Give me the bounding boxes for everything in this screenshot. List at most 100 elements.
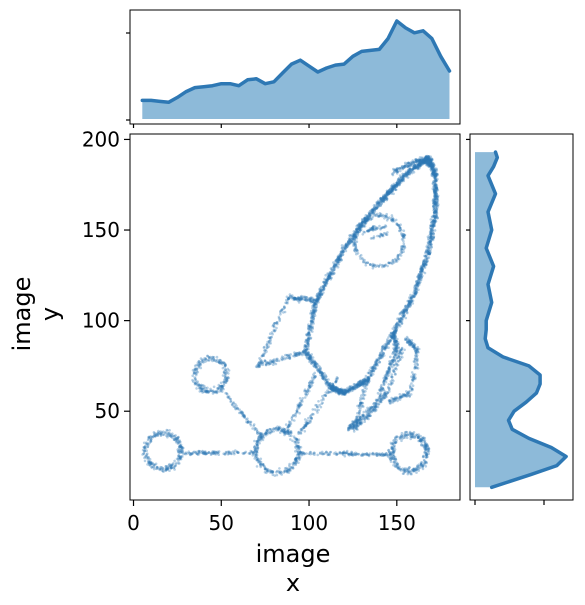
scatter-point — [169, 465, 173, 468]
scatter-point — [216, 390, 219, 394]
scatter-point — [236, 451, 240, 455]
scatter-point — [176, 442, 180, 445]
scatter-point — [259, 434, 263, 437]
scatter-point — [288, 462, 291, 466]
scatter-point — [304, 345, 308, 348]
scatter-point — [220, 384, 223, 388]
scatter-point — [146, 452, 149, 456]
scatter-point — [298, 445, 301, 449]
scatter-point — [255, 465, 259, 468]
scatter-point — [260, 437, 264, 441]
scatter-point — [253, 446, 256, 449]
scatter-point — [284, 423, 288, 426]
scatter-point — [155, 433, 158, 436]
scatter-point — [391, 443, 395, 446]
scatter-point — [253, 450, 257, 453]
scatter-point — [397, 317, 401, 321]
scatter-point — [370, 208, 374, 212]
scatter-point — [145, 442, 148, 446]
scatter-point — [154, 432, 157, 435]
scatter-point — [146, 442, 149, 445]
scatter-point — [143, 446, 146, 449]
scatter-point — [348, 385, 352, 389]
scatter-point — [392, 351, 395, 354]
scatter-point — [415, 433, 418, 437]
scatter-point — [166, 431, 170, 435]
scatter-point — [272, 430, 276, 433]
scatter-point — [298, 458, 301, 461]
scatter-point — [205, 391, 208, 394]
scatter-point — [168, 464, 172, 468]
scatter-point — [278, 426, 282, 430]
scatter-point — [345, 246, 348, 249]
scatter-point — [303, 418, 307, 421]
scatter-point — [380, 349, 384, 353]
scatter-point — [195, 382, 199, 386]
scatter-point — [420, 443, 423, 446]
scatter-point — [320, 399, 323, 402]
scatter-point — [162, 430, 165, 434]
scatter-point — [419, 439, 423, 443]
scatter-point — [291, 462, 295, 466]
scatter-point — [207, 358, 210, 362]
scatter-point — [154, 435, 157, 438]
scatter-point — [219, 385, 223, 388]
scatter-point — [166, 466, 169, 469]
scatter-point — [297, 447, 300, 450]
scatter-point — [295, 437, 298, 441]
scatter-point — [179, 445, 182, 449]
scatter-point — [384, 394, 388, 398]
scatter-point — [271, 470, 275, 474]
scatter-point — [264, 467, 267, 471]
scatter-point — [164, 467, 168, 471]
scatter-point — [294, 458, 298, 462]
scatter-point — [385, 343, 388, 346]
scatter-point — [272, 324, 276, 328]
scatter-point — [295, 460, 298, 463]
scatter-point — [208, 356, 211, 360]
scatter-point — [212, 390, 216, 394]
scatter-point — [405, 436, 409, 440]
scatter-point — [303, 430, 307, 433]
scatter-point — [286, 298, 290, 301]
scatter-point — [275, 321, 278, 325]
scatter-point — [267, 430, 270, 434]
scatter-point — [224, 363, 227, 366]
scatter-point — [200, 360, 204, 363]
scatter-point — [223, 375, 227, 378]
scatter-point — [150, 465, 154, 469]
scatter-point — [167, 463, 171, 467]
scatter-point — [419, 463, 423, 467]
scatter-point — [400, 431, 404, 435]
scatter-point — [420, 162, 423, 165]
scatter-point — [336, 262, 339, 265]
scatter-point — [282, 427, 285, 431]
scatter-point — [294, 437, 298, 440]
scatter-point — [329, 385, 333, 388]
scatter-point — [391, 447, 394, 451]
scatter-point — [201, 384, 205, 387]
scatter-point — [280, 427, 283, 431]
scatter-point — [429, 243, 433, 246]
scatter-point — [168, 429, 171, 432]
scatter-point — [422, 455, 425, 458]
scatter-point — [373, 207, 377, 210]
scatter-point — [287, 467, 290, 470]
scatter-point — [259, 465, 263, 469]
scatter-point — [302, 426, 306, 430]
scatter-point — [258, 438, 261, 442]
scatter-point — [293, 458, 297, 461]
scatter-point — [259, 358, 262, 362]
scatter-point — [155, 465, 159, 469]
scatter-point — [221, 384, 224, 388]
scatter-point — [388, 192, 391, 195]
scatter-point — [291, 465, 294, 469]
scatter-point — [159, 434, 163, 438]
scatter-point — [295, 453, 299, 457]
scatter-point — [197, 360, 201, 364]
scatter-point — [395, 343, 399, 347]
scatter-point — [174, 437, 178, 440]
scatter-point — [212, 385, 216, 389]
scatter-point — [224, 375, 227, 379]
scatter-point — [408, 162, 411, 165]
